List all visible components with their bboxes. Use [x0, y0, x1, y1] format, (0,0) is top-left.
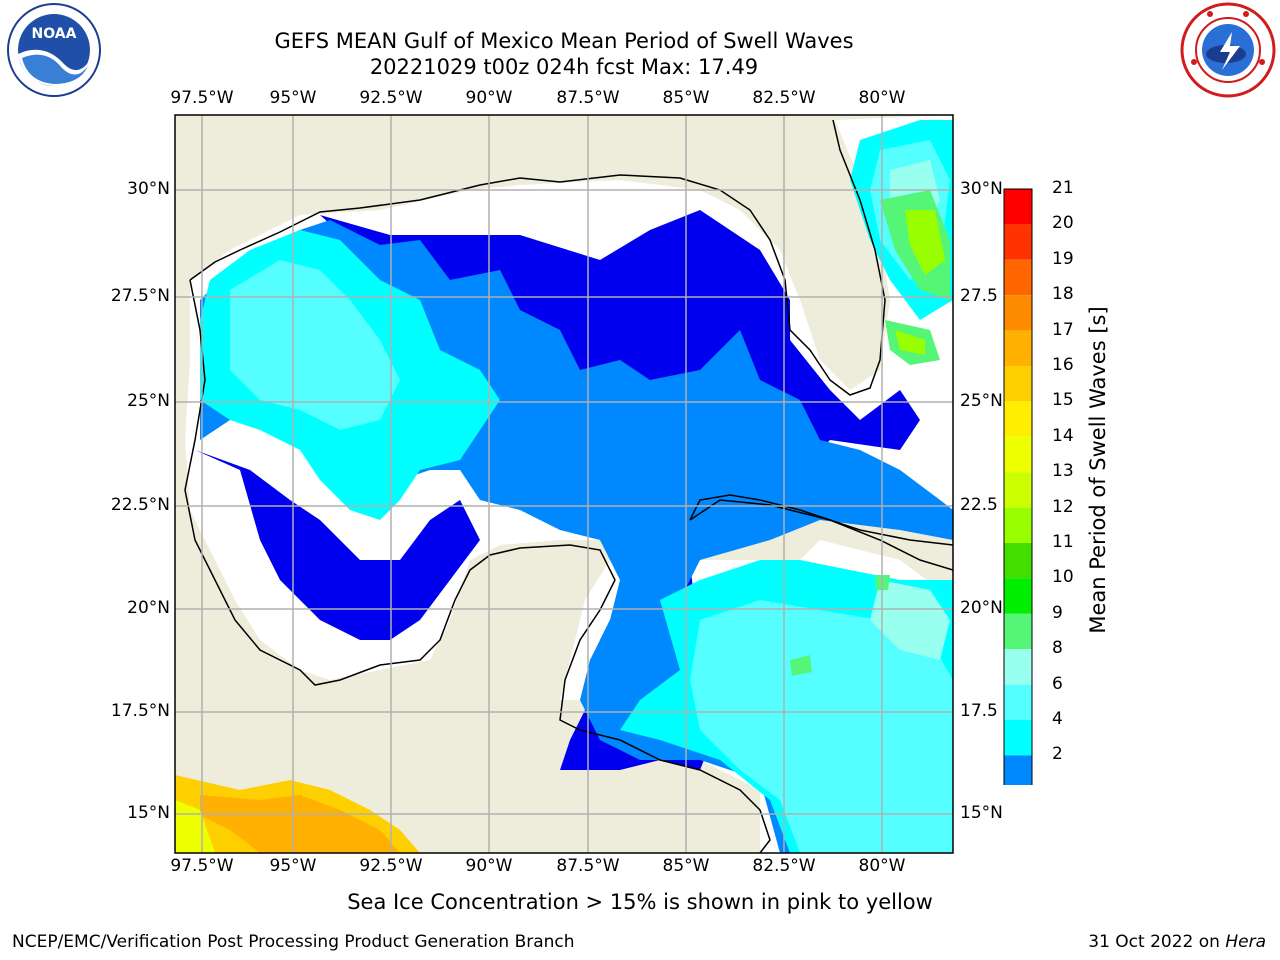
lat-label-right: 17.5	[960, 701, 998, 721]
lon-label-bottom: 90°W	[465, 856, 513, 876]
map-frame	[174, 114, 954, 854]
colorbar	[1003, 188, 1033, 785]
colorbar-segment	[1004, 613, 1032, 650]
colorbar-segment	[1004, 330, 1032, 366]
lat-label-left: 27.5°N	[110, 286, 170, 306]
colorbar-label: Mean Period of Swell Waves [s]	[1086, 306, 1110, 634]
cuba-coastline	[689, 494, 953, 546]
colorbar-tick: 8	[1052, 638, 1063, 659]
colorbar-segment	[1004, 259, 1032, 296]
lon-label-bottom: 82.5°W	[752, 856, 816, 876]
footer-date-text: 31 Oct 2022 on	[1088, 932, 1226, 952]
colorbar-tick: 4	[1052, 709, 1063, 729]
colorbar-segment	[1004, 578, 1032, 614]
pacific-region-inner	[200, 795, 400, 853]
lon-label-bottom: 87.5°W	[556, 856, 620, 876]
grid-lines	[175, 115, 953, 853]
colorbar-segment	[1004, 472, 1032, 508]
colorbar-tick: 9	[1052, 602, 1063, 623]
lat-label-left: 15°N	[127, 803, 170, 823]
chart-subtitle: 20221029 t00z 024h fcst Max: 17.49	[369, 55, 759, 79]
colorbar-segment	[1004, 543, 1032, 579]
colorbar-tick: 13	[1052, 461, 1074, 482]
lat-label-right: 27.5	[960, 286, 998, 306]
lat-label-right: 20°N	[960, 598, 1003, 618]
lon-label-top: 82.5°W	[752, 88, 816, 108]
colorbar-segment	[1004, 295, 1032, 331]
svg-text:NOAA: NOAA	[32, 26, 77, 42]
chart-title: GEFS MEAN Gulf of Mexico Mean Period of …	[274, 29, 854, 53]
colorbar-tick: 20	[1052, 213, 1074, 234]
lat-label-left: 22.5°N	[110, 495, 170, 515]
lon-label-top: 80°W	[858, 88, 906, 108]
lon-label-top: 95°W	[269, 88, 317, 108]
lon-label-top: 85°W	[662, 88, 710, 108]
nws-logo	[1180, 2, 1276, 98]
noaa-logo: NOAA	[7, 3, 101, 97]
colorbar-tick: 16	[1052, 355, 1074, 375]
colorbar-tick: 14	[1052, 425, 1074, 446]
lon-label-bottom: 92.5°W	[359, 856, 423, 876]
lat-label-right: 30°N	[960, 179, 1003, 199]
footer-host: Hera	[1225, 932, 1266, 952]
footer-date: 31 Oct 2022 on Hera	[1088, 932, 1266, 952]
sea-ice-note: Sea Ice Concentration > 15% is shown in …	[347, 890, 933, 914]
colorbar-segment	[1004, 366, 1032, 402]
lon-label-top: 92.5°W	[359, 88, 423, 108]
colorbar-tick: 21	[1052, 178, 1074, 198]
colorbar-segment	[1004, 224, 1032, 260]
lat-label-left: 25°N	[127, 391, 170, 411]
lon-label-top: 87.5°W	[556, 88, 620, 108]
colorbar-segment	[1004, 720, 1032, 756]
colorbar-tick: 6	[1052, 673, 1063, 694]
lon-label-top: 97.5°W	[170, 88, 234, 108]
colorbar-tick: 18	[1052, 284, 1074, 305]
colorbar-tick: 19	[1052, 248, 1074, 269]
colorbar-segment	[1004, 436, 1032, 473]
colorbar-segment	[1004, 401, 1032, 437]
colorbar-segment	[1004, 507, 1032, 543]
colorbar-segment	[1004, 684, 1032, 720]
colorbar-frame	[1003, 188, 1033, 785]
colorbar-tick: 12	[1052, 496, 1074, 517]
lat-label-right: 22.5	[960, 495, 998, 515]
lon-label-bottom: 95°W	[269, 856, 317, 876]
footer-branch: NCEP/EMC/Verification Post Processing Pr…	[12, 932, 575, 952]
lat-label-left: 30°N	[127, 179, 170, 199]
colorbar-tick: 2	[1052, 744, 1063, 765]
colorbar-tick: 11	[1052, 532, 1074, 552]
swell-8-9s	[230, 140, 953, 853]
colorbar-tick: 15	[1052, 390, 1074, 411]
colorbar-segment	[1004, 649, 1032, 685]
lon-label-bottom: 80°W	[858, 856, 906, 876]
colorbar-tick: 10	[1052, 567, 1074, 588]
colorbar-segment	[1004, 755, 1032, 785]
colorbar-segment	[1004, 189, 1032, 225]
lon-label-bottom: 85°W	[662, 856, 710, 876]
lat-label-left: 20°N	[127, 598, 170, 618]
swell-9-10s	[870, 160, 950, 660]
lon-label-top: 90°W	[465, 88, 513, 108]
lat-label-right: 15°N	[960, 803, 1003, 823]
swell-12-13s	[895, 210, 945, 355]
colorbar-tick: 17	[1052, 319, 1074, 340]
lon-label-bottom: 97.5°W	[170, 856, 234, 876]
lat-label-right: 25°N	[960, 391, 1003, 411]
lat-label-left: 17.5°N	[110, 701, 170, 721]
